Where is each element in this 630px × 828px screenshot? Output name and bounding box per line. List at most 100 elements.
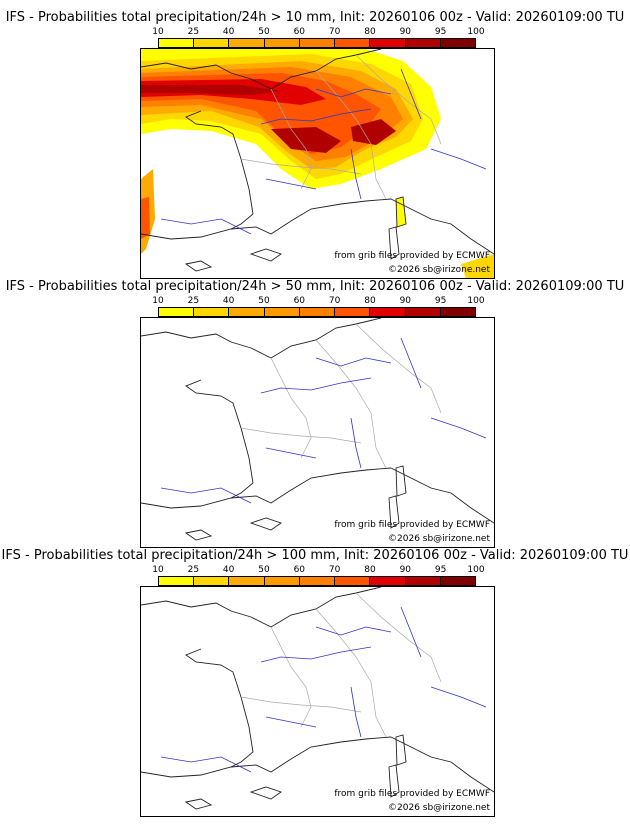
coast-sardinia [388,495,400,529]
colorbar-swatch [335,577,371,585]
colorbar-label: 50 [258,27,270,37]
prob-area-iberia-core [141,197,150,239]
rivers [160,606,487,773]
coast-biscay-med [141,198,392,240]
coast-italy [390,198,494,255]
map-panel-50mm: IFS - Probabilities total precipitation/… [0,279,630,548]
colorbar-swatch [159,308,195,316]
river-seine [315,626,392,636]
rivers [160,68,487,235]
river-loire [260,108,372,125]
colorbar-label: 100 [467,27,485,37]
river-seine [315,88,392,98]
river-ebro [160,487,252,504]
river-rhone [350,417,362,469]
colorbar-label: 10 [152,27,164,37]
map-frame: from grib files provided by ECMWF ©2026 … [140,317,495,548]
border-internal-2 [315,608,387,738]
colorbar-swatch [264,577,300,585]
map-panel-100mm: IFS - Probabilities total precipitation/… [0,548,630,817]
colorbar-swatch [194,308,230,316]
colorbar-swatch [370,39,406,47]
colorbar: 10 25 40 50 60 70 80 90 95 100 [152,296,485,318]
colorbar-label: 70 [328,565,341,575]
colorbar-label: 100 [467,296,485,306]
coastlines [141,587,494,810]
colorbar-swatch [440,577,475,585]
panel-title: IFS - Probabilities total precipitation/… [5,279,625,294]
colorbar-swatch [229,577,265,585]
coast-channel [141,49,382,90]
admin-borders [240,592,442,738]
coast-balearic-2 [249,786,282,800]
colorbar-swatch [229,308,265,316]
colorbar-label: 40 [222,27,235,37]
panel-title: IFS - Probabilities total precipitation/… [1,548,629,563]
coast-italy [390,467,494,524]
colorbar-swatch [440,308,475,316]
colorbar-label: 25 [187,296,200,306]
colorbar-label: 50 [258,565,270,575]
border-internal-4 [355,54,442,145]
colorbar-swatch [159,577,195,585]
prob-area-90 [141,85,281,95]
river-seine [315,357,392,367]
precip-map [141,587,494,810]
coast-balearic [184,798,213,810]
copyright-credit: ©2026 sb@irizone.net [388,803,490,813]
colorbar-label: 60 [293,565,306,575]
data-source-credit: from grib files provided by ECMWF [334,789,490,799]
coast-atlantic [185,110,254,230]
coast-balearic-2 [249,248,282,262]
coast-channel [141,587,382,628]
colorbar-swatch [440,39,475,47]
colorbar-swatch [194,39,230,47]
coast-biscay-med [141,736,392,778]
coast-balearic [184,529,213,541]
precip-map [141,49,494,278]
colorbar-labels: 10 25 40 50 60 70 80 90 95 100 [152,296,484,307]
coast-atlantic [185,648,254,768]
colorbar-swatch [335,39,371,47]
probability-shading [141,49,494,278]
colorbar-swatch [335,308,371,316]
coastlines [141,49,494,272]
coast-biscay-med [141,467,392,509]
colorbar-label: 70 [328,296,341,306]
colorbar-label: 25 [187,27,200,37]
colorbar-swatch [159,39,195,47]
colorbar-labels: 10 25 40 50 60 70 80 90 95 100 [152,565,484,576]
colorbar-swatches [158,38,476,48]
coastlines [141,318,494,541]
colorbar-label: 100 [467,565,485,575]
border-internal-2 [315,70,387,200]
river-po [430,686,487,708]
river-garonne [265,447,317,459]
border-internal-1 [270,357,312,459]
colorbar-swatch [299,39,336,47]
map-panel-10mm: IFS - Probabilities total precipitation/… [0,10,630,279]
river-rhone [350,148,362,200]
border-internal-3 [240,158,362,175]
colorbar-swatch [264,39,300,47]
colorbar-label: 95 [434,296,447,306]
coast-sardinia [388,226,400,260]
border-internal-3 [240,427,362,444]
copyright-credit: ©2026 sb@irizone.net [388,534,490,544]
colorbar-label: 25 [187,565,200,575]
border-internal-1 [270,626,312,728]
admin-borders [240,54,442,200]
colorbar-label: 90 [399,565,412,575]
colorbar-swatch [194,577,230,585]
colorbar-swatch [299,308,336,316]
map-frame: from grib files provided by ECMWF ©2026 … [140,586,495,817]
border-internal-2 [315,339,387,469]
prob-area-se [461,254,494,278]
river-garonne [265,716,317,728]
copyright-credit: ©2026 sb@irizone.net [388,265,490,275]
border-internal-3 [240,696,362,713]
admin-borders [240,323,442,469]
colorbar-swatch [405,39,441,47]
colorbar-label: 50 [258,296,270,306]
prob-area-90-alps [351,119,396,145]
